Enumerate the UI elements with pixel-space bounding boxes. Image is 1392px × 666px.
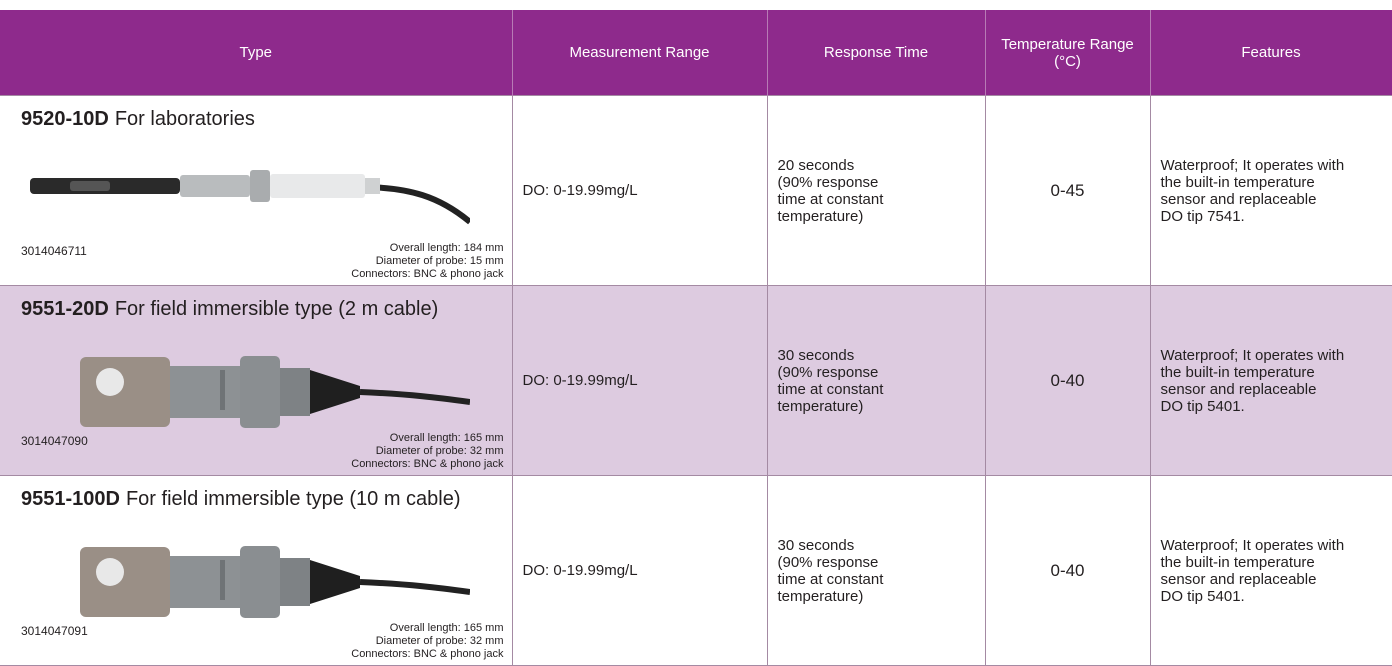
response-line: (90% response (778, 554, 985, 571)
spec-line: Diameter of probe: 15 mm (351, 255, 503, 268)
probe-image (30, 332, 470, 442)
type-cell: 9520-10D For laboratories 3014046711 Overa… (0, 96, 512, 286)
response-line: temperature) (778, 208, 985, 225)
feature-line: sensor and replaceable (1161, 191, 1392, 208)
spec-line: Overall length: 165 mm (351, 432, 503, 445)
model-number: 9551-20D (21, 298, 109, 320)
part-number: 3014047091 (21, 624, 88, 638)
response-line: 20 seconds (778, 157, 985, 174)
feature-line: Waterproof; It operates with (1161, 157, 1392, 174)
product-title: 9551-100D For field immersible type (10 m… (21, 488, 461, 511)
response-line: time at constant (778, 571, 985, 588)
feature-line: DO tip 5401. (1161, 588, 1392, 605)
feature-line: the built-in temperature (1161, 554, 1392, 571)
product-title: 9520-10D For laboratories (21, 108, 255, 131)
feature-line: DO tip 7541. (1161, 208, 1392, 225)
part-number: 3014046711 (21, 244, 87, 258)
spec-line: Connectors: BNC & phono jack (351, 268, 503, 281)
table-body: 9520-10D For laboratories 3014046711 Overa… (0, 96, 1392, 666)
model-description: For field immersible type (10 m cable) (126, 488, 461, 510)
probe-image (30, 522, 470, 632)
model-number: 9551-100D (21, 488, 120, 510)
header-row: Type Measurement Range Response Time Tem… (0, 10, 1392, 96)
product-table: Type Measurement Range Response Time Tem… (0, 10, 1392, 666)
spec-line: Diameter of probe: 32 mm (351, 445, 503, 458)
part-number: 3014047090 (21, 434, 88, 448)
header-cell: Features (1150, 10, 1392, 96)
measurement-range: DO: 0-19.99mg/L (512, 286, 767, 476)
response-line: (90% response (778, 364, 985, 381)
type-cell: 9551-100D For field immersible type (10 m… (0, 476, 512, 666)
spec-line: Connectors: BNC & phono jack (351, 458, 503, 471)
product-row: 9551-20D For field immersible type (2 m c… (0, 286, 1392, 476)
measurement-range: DO: 0-19.99mg/L (512, 476, 767, 666)
header-cell: Temperature Range (°C) (985, 10, 1150, 96)
temperature-range: 0-40 (985, 286, 1150, 476)
spec-line: Overall length: 165 mm (351, 622, 503, 635)
response-line: temperature) (778, 398, 985, 415)
spec-line: Connectors: BNC & phono jack (351, 648, 503, 661)
spec-line: Overall length: 184 mm (351, 242, 503, 255)
probe-image (30, 142, 470, 232)
response-line: 30 seconds (778, 347, 985, 364)
feature-line: the built-in temperature (1161, 174, 1392, 191)
response-line: temperature) (778, 588, 985, 605)
temperature-range: 0-45 (985, 96, 1150, 286)
feature-line: Waterproof; It operates with (1161, 347, 1392, 364)
feature-line: the built-in temperature (1161, 364, 1392, 381)
feature-line: DO tip 5401. (1161, 398, 1392, 415)
feature-line: sensor and replaceable (1161, 571, 1392, 588)
response-line: time at constant (778, 191, 985, 208)
product-row: 9551-100D For field immersible type (10 m… (0, 476, 1392, 666)
feature-line: sensor and replaceable (1161, 381, 1392, 398)
model-description: For field immersible type (2 m cable) (115, 298, 438, 320)
header-cell: Response Time (767, 10, 985, 96)
model-number: 9520-10D (21, 108, 109, 130)
product-row: 9520-10D For laboratories 3014046711 Overa… (0, 96, 1392, 286)
spec-line: Diameter of probe: 32 mm (351, 635, 503, 648)
response-line: time at constant (778, 381, 985, 398)
page: {"table": { "headers": ["Type", "Measure… (0, 0, 1392, 665)
header-cell: Type (0, 10, 512, 96)
temperature-range: 0-40 (985, 476, 1150, 666)
feature-line: Waterproof; It operates with (1161, 537, 1392, 554)
response-line: 30 seconds (778, 537, 985, 554)
type-cell: 9551-20D For field immersible type (2 m c… (0, 286, 512, 476)
measurement-range: DO: 0-19.99mg/L (512, 96, 767, 286)
header-cell: Measurement Range (512, 10, 767, 96)
model-description: For laboratories (115, 108, 255, 130)
product-title: 9551-20D For field immersible type (2 m c… (21, 298, 438, 321)
response-line: (90% response (778, 174, 985, 191)
